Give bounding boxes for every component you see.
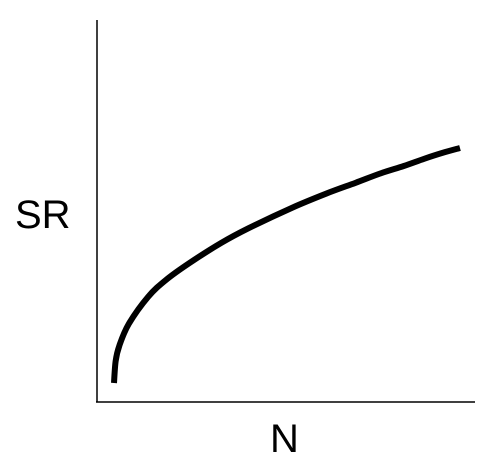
y-axis-label: SR [15, 193, 71, 237]
x-axis-label: N [270, 417, 299, 461]
series-line [111, 145, 461, 384]
